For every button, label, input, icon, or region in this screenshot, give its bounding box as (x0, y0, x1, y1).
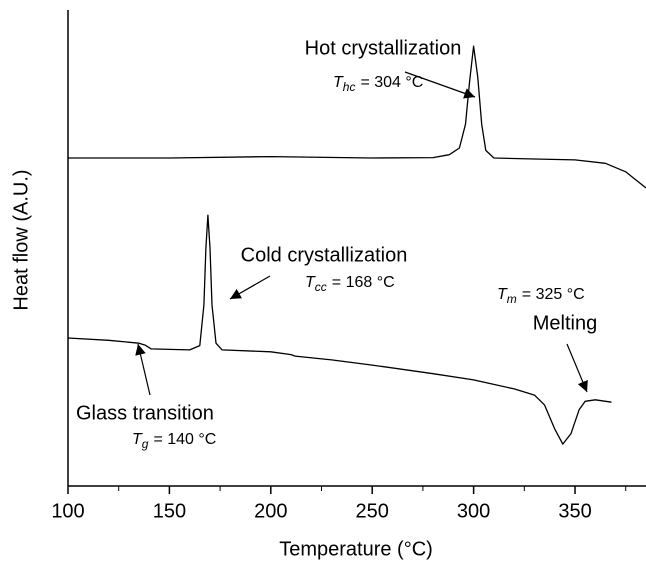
annotation-arrow (229, 275, 271, 300)
annotation-label: Cold crystallization (241, 244, 408, 266)
equation: = 140 °C (153, 431, 216, 448)
annotation-equation: Tg = 140 °C (132, 431, 216, 451)
equation: = 304 °C (360, 74, 423, 91)
equation: = 168 °C (332, 274, 395, 291)
annotation-label: Melting (533, 312, 597, 334)
annotation-arrow (566, 343, 588, 393)
x-tick-label: 150 (153, 500, 186, 522)
annotation-label: Hot crystallization (305, 37, 462, 59)
symbol: T (305, 274, 316, 291)
x-tick-label: 100 (51, 500, 84, 522)
x-tick-label: 350 (558, 500, 591, 522)
subscript: hc (343, 80, 356, 94)
annotation-equation: Thc = 304 °C (333, 74, 423, 94)
x-axis-label: Temperature (°C) (279, 538, 433, 560)
annotation-arrow (404, 71, 476, 99)
symbol: T (333, 74, 344, 91)
annotation-equation: Tcc = 168 °C (305, 274, 395, 294)
y-axis-label: Heat flow (A.U.) (10, 169, 32, 310)
annotation-equation: Tm = 325 °C (497, 286, 585, 306)
symbol: T (497, 286, 508, 303)
symbol: T (132, 431, 143, 448)
annotation-label: Glass transition (76, 402, 214, 424)
x-tick-label: 200 (254, 500, 287, 522)
subscript: m (507, 292, 517, 306)
data-line (67, 214, 612, 445)
subscript: cc (315, 280, 327, 294)
subscript: g (142, 437, 149, 451)
x-tick-label: 250 (356, 500, 389, 522)
annotation-arrow (135, 343, 151, 396)
data-line (68, 45, 646, 189)
equation: = 325 °C (522, 286, 585, 303)
x-tick-label: 300 (457, 500, 490, 522)
